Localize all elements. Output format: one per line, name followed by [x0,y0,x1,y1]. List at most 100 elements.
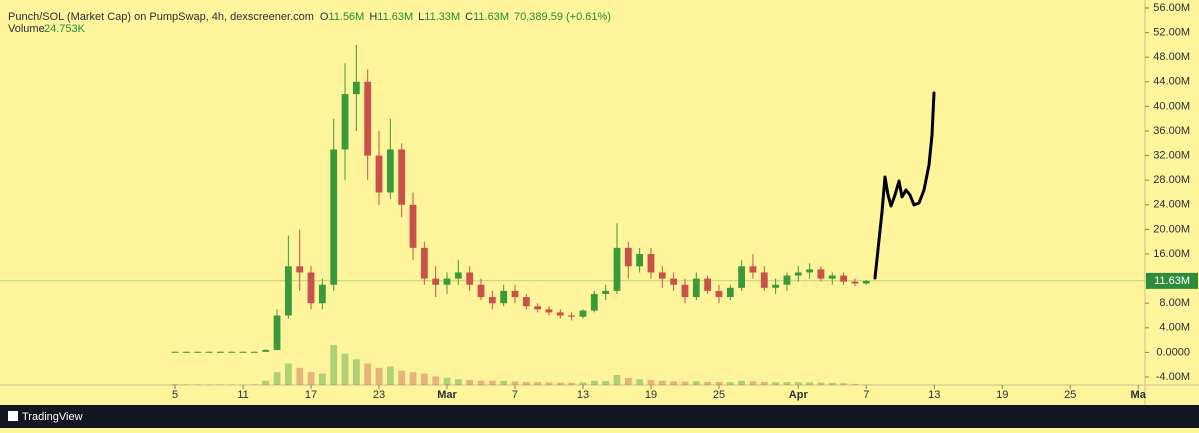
candle-body [432,279,439,285]
volume-bar [670,381,677,385]
candle-body [580,311,587,317]
y-tick-label: 52.00M [1153,27,1190,39]
brand: TradingView [22,411,83,423]
x-tick-label: 7 [863,389,869,401]
candle-body [455,272,462,278]
candle-body [568,316,575,317]
volume-bar [421,374,428,385]
x-tick-label: 23 [373,389,385,401]
candle-body [421,248,428,279]
y-tick-label: 56.00M [1153,2,1190,14]
y-tick-label: 32.00M [1153,150,1190,162]
ohlc-value: 11.56M [328,11,364,23]
volume-bar [410,372,417,385]
candle-body [308,272,315,303]
volume-bar [852,384,859,385]
volume-bar [466,380,473,385]
logo-icon [8,411,18,421]
candle-body [240,352,247,353]
candle-body [353,82,360,94]
candle-body [296,266,303,272]
candle-body [342,94,349,149]
volume-bar [319,374,326,385]
volume-bar [568,383,575,385]
ohlc-value: 11.63M [377,11,413,23]
volume-value: 24.753K [44,23,86,35]
candle-body [444,279,451,285]
volume-bar [614,375,621,385]
volume-bar [784,382,791,385]
volume-bar [829,383,836,385]
candle-body [376,156,383,193]
last-price-label: 11.63M [1154,275,1190,287]
candle-body [772,285,779,288]
candle-body [693,279,700,297]
y-tick-label: 28.00M [1153,174,1190,186]
change: 70,389.59 (+0.61%) [514,11,611,23]
candle-body [750,266,757,272]
volume-bar [761,382,768,385]
candle-body [410,205,417,248]
ohlc-key: C [465,11,473,23]
volume-bar [432,376,439,385]
candle-body [602,291,609,294]
x-tick-label: 11 [237,389,248,401]
ohlc-value: 11.33M [424,11,460,23]
x-tick-label: 13 [928,389,940,401]
volume-bar [364,364,371,385]
volume-bar [659,381,666,385]
candle-body [274,316,281,350]
x-tick-label: 25 [713,389,725,401]
volume-bar [455,379,462,385]
volume-bar [262,381,269,385]
x-tick-label: Ma [1131,389,1147,401]
candle-body [523,297,530,306]
candle-body [398,149,405,204]
volume-bar [580,382,587,385]
candle-body [489,297,496,303]
volume-bar [251,384,258,385]
x-tick-label: 5 [172,389,178,401]
candle-body [194,352,201,353]
candle-body [262,350,269,352]
volume-bar [308,372,315,385]
candle-body [285,266,292,315]
candle-body [478,285,485,297]
volume-bar [840,383,847,385]
ohlc-key: H [369,11,377,23]
candle-body [614,248,621,291]
volume-bar [274,372,281,385]
y-tick-label: 40.00M [1153,100,1190,112]
volume-bar [727,382,734,385]
candle-body [761,272,768,287]
candle-body [682,285,689,297]
candle-body [829,276,836,279]
volume-bar [478,381,485,385]
ohlc-value: 11.63M [473,11,509,23]
y-tick-label: 36.00M [1153,125,1190,137]
volume-bar [546,382,553,385]
volume-bar [353,359,360,385]
volume-bar [444,378,451,385]
volume-bar [500,381,507,385]
y-tick-label: 16.00M [1153,248,1190,260]
volume-bar [636,379,643,385]
candle-body [217,352,224,353]
volume-bar [512,381,519,385]
candle-body [512,291,519,297]
y-tick-label: 48.00M [1153,51,1190,63]
candle-body [557,312,564,315]
y-tick-label: 44.00M [1153,76,1190,88]
candle-body [795,272,802,275]
x-tick-label: 13 [577,389,589,401]
volume-bar [625,378,632,385]
candle-body [591,294,598,311]
volume-bar [591,381,598,385]
volume-bar [387,366,394,385]
volume-bar [818,383,825,385]
footer-bar [0,405,1199,428]
candle-body [704,279,711,291]
volume-bar [183,384,190,385]
volume-bar [806,382,813,385]
